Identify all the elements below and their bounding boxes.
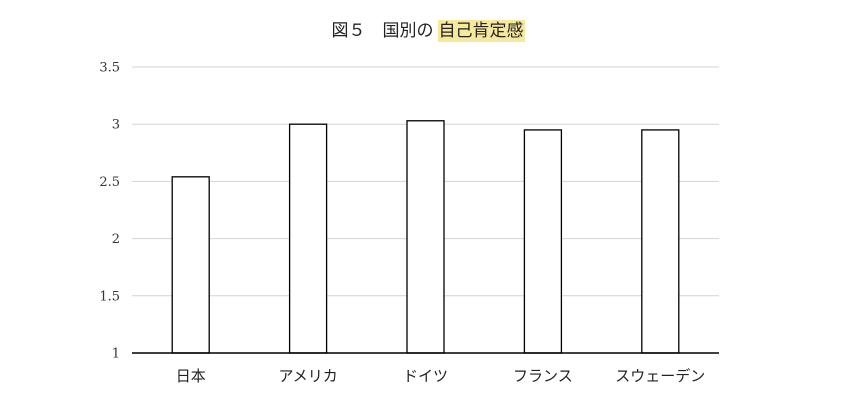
- y-tick-label: 2: [112, 232, 120, 247]
- y-tick-label: 1: [112, 347, 120, 362]
- y-axis-tick-labels: 1 1.5 2 2.5 3 3.5: [99, 61, 120, 362]
- chart-title-prefix: 図５ 国別の: [331, 21, 434, 41]
- bar: [288, 123, 328, 354]
- bar: [406, 120, 445, 354]
- y-tick-label: 3: [112, 118, 120, 133]
- bar: [523, 129, 563, 354]
- x-category-label: アメリカ: [278, 367, 337, 385]
- x-category-label: フランス: [513, 367, 573, 385]
- chart-title: 図５ 国別の 自己肯定感: [0, 18, 856, 44]
- bar: [171, 176, 210, 354]
- bar: [641, 129, 680, 354]
- chart-title-highlight: 自己肯定感: [437, 20, 525, 42]
- x-axis-category-labels: 日本 アメリカ ドイツ フランス スウェーデン: [176, 367, 706, 385]
- x-category-label: 日本: [176, 367, 206, 385]
- x-category-label: ドイツ: [403, 367, 448, 385]
- x-category-label: スウェーデン: [615, 367, 705, 385]
- y-tick-label: 3.5: [99, 61, 120, 76]
- y-tick-label: 2.5: [99, 175, 120, 190]
- y-tick-label: 1.5: [99, 289, 120, 304]
- bars: [171, 120, 680, 354]
